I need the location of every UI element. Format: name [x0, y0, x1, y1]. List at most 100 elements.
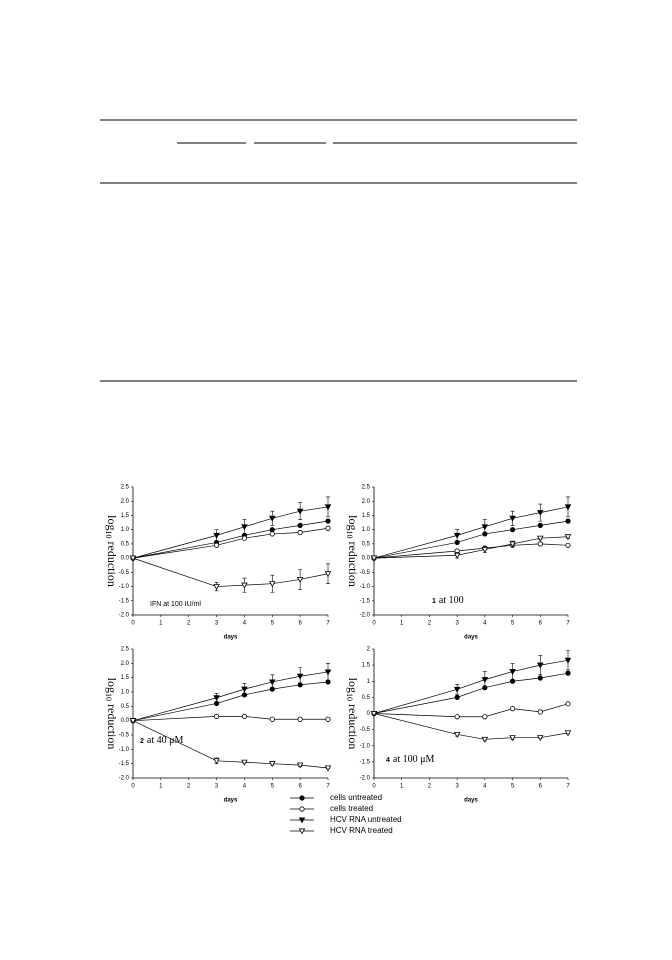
y-tick-label: 1.5	[362, 513, 371, 519]
data-point	[269, 716, 275, 722]
series-line	[373, 536, 569, 559]
annotation: 2 at 40 μM	[140, 735, 183, 746]
x-tick-label: 1	[400, 621, 404, 627]
y-label-rest: reduction	[105, 542, 119, 587]
x-tick-label: 4	[483, 621, 487, 627]
data-point	[482, 714, 488, 720]
y-label-rest: reduction	[346, 542, 360, 587]
data-point	[324, 765, 332, 772]
data-point	[509, 706, 516, 712]
legend-label: HCV RNA treated	[330, 826, 393, 835]
x-tick-label: 3	[455, 621, 459, 627]
data-point	[481, 677, 489, 684]
x-tick-label: 4	[243, 784, 247, 790]
data-point	[296, 762, 304, 769]
data-point	[241, 713, 248, 719]
data-point	[296, 673, 304, 680]
x-tick-label: 2	[428, 784, 432, 790]
data-point	[129, 718, 137, 725]
x-axis-label: days	[464, 798, 478, 804]
data-point	[213, 695, 220, 702]
y-tick-label: 0.5	[362, 695, 371, 701]
y-label-sub: 10	[104, 693, 113, 701]
x-tick-label: 3	[215, 784, 219, 790]
data-point	[269, 581, 276, 588]
series-line	[373, 672, 569, 714]
y-label-sub: 10	[345, 693, 354, 701]
data-point	[241, 524, 248, 531]
y-label-sub: 10	[345, 531, 354, 539]
x-axis-label: days	[464, 635, 478, 641]
legend-marker	[299, 795, 305, 801]
data-point	[269, 531, 275, 537]
y-tick-label: 1.5	[362, 663, 371, 669]
legend-marker	[298, 828, 306, 835]
y-axis-label: log10 reduction	[104, 678, 119, 750]
x-tick-label: 6	[298, 784, 302, 790]
data-point	[481, 524, 489, 531]
y-tick-label: -1.0	[360, 584, 371, 590]
x-tick-label: 3	[455, 784, 459, 790]
y-tick-label: -1.0	[119, 747, 130, 753]
x-tick-label: 5	[271, 621, 275, 627]
annotation: 1 at 100	[432, 595, 464, 606]
annotation-text: IFN at 100 IU/ml	[150, 601, 201, 608]
data-point	[537, 510, 544, 517]
data-point	[241, 535, 248, 541]
series-line	[132, 681, 329, 722]
legend-marker	[299, 806, 305, 812]
data-point	[269, 761, 276, 768]
data-point	[324, 504, 332, 511]
annotation-number: 1	[432, 598, 436, 605]
data-point	[269, 527, 275, 533]
annotation-number: 4	[386, 757, 390, 764]
x-tick-label: 5	[271, 784, 275, 790]
y-tick-label: 1.0	[121, 527, 130, 533]
y-axis-label: log10 reduction	[104, 515, 119, 587]
annotation-number: 2	[140, 738, 144, 745]
data-point	[481, 547, 489, 554]
y-tick-label: 0	[367, 711, 371, 717]
x-tick-label: 0	[372, 621, 376, 627]
series-line	[373, 713, 569, 740]
x-tick-label: 7	[326, 621, 330, 627]
y-tick-label: -1.0	[119, 584, 130, 590]
series-line	[132, 557, 329, 587]
x-tick-label: 1	[400, 784, 404, 790]
data-point	[213, 532, 220, 539]
y-tick-label: -0.5	[119, 570, 130, 576]
y-axis-label: log10 reduction	[345, 515, 360, 587]
x-axis-label: days	[224, 635, 238, 641]
data-point	[537, 709, 543, 715]
legend-label: cells treated	[330, 804, 373, 813]
x-tick-label: 0	[131, 621, 135, 627]
data-point	[564, 657, 572, 664]
y-tick-label: -0.5	[119, 733, 130, 739]
data-point	[509, 669, 516, 675]
data-point	[509, 541, 516, 548]
data-point	[297, 522, 303, 529]
x-tick-label: 6	[298, 621, 302, 627]
y-tick-label: 0.0	[362, 556, 371, 562]
y-tick-label: 0.0	[121, 556, 130, 562]
data-point	[241, 686, 248, 693]
x-tick-label: 5	[511, 621, 515, 627]
annotation-text: at 40 μM	[147, 735, 184, 746]
y-label-main: log	[105, 515, 119, 530]
x-tick-label: 2	[187, 784, 191, 790]
x-tick-label: 7	[326, 784, 330, 790]
data-point	[325, 716, 331, 722]
data-point	[565, 542, 571, 548]
y-tick-label: -1.5	[119, 761, 130, 767]
y-tick-label: 2.5	[121, 647, 130, 653]
y-tick-label: 0.5	[121, 541, 130, 547]
y-tick-label: 1.5	[121, 513, 130, 519]
legend-label: cells untreated	[330, 793, 382, 802]
x-tick-label: 2	[428, 621, 432, 627]
x-tick-label: 1	[159, 621, 163, 627]
data-point	[509, 527, 516, 533]
data-point	[565, 518, 571, 524]
data-point	[564, 730, 572, 737]
